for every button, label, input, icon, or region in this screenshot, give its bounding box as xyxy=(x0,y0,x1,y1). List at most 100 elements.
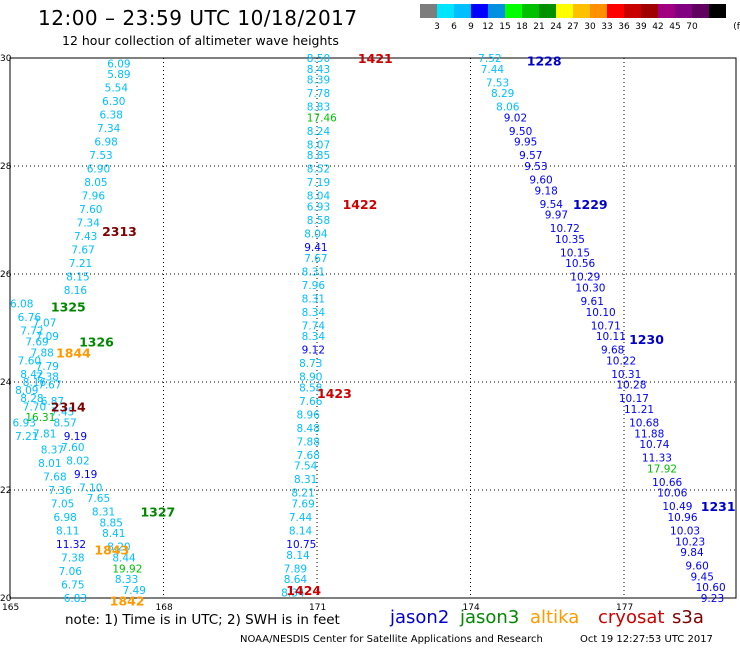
wave-height-value: 10.56 xyxy=(565,258,595,270)
wave-height-value: 10.35 xyxy=(555,234,585,246)
wave-height-value: 7.89 xyxy=(284,563,307,575)
wave-height-value: 8.50 xyxy=(307,53,330,65)
pass-time-label: 2314 xyxy=(51,399,86,414)
wave-height-value: 10.28 xyxy=(616,380,646,392)
wave-height-value: 8.48 xyxy=(297,423,320,435)
wave-height-value: 7.53 xyxy=(89,150,112,162)
wave-height-value: 10.75 xyxy=(286,539,316,551)
wave-height-value: 6.90 xyxy=(87,164,110,176)
page-title: 12:00 – 23:59 UTC 10/18/2017 xyxy=(38,6,358,30)
wave-height-value: 9.68 xyxy=(601,345,624,357)
legend-s3a: s3a xyxy=(672,607,704,628)
wave-height-value: 7.34 xyxy=(77,218,101,230)
wave-height-value: 8.20 xyxy=(107,542,130,554)
legend-swatch xyxy=(488,4,505,18)
legend-jason2: jason2 xyxy=(390,607,450,628)
pass-time-label: 2313 xyxy=(102,224,137,239)
wave-height-value: 8.39 xyxy=(307,75,330,87)
pass-time-label: 1422 xyxy=(343,197,378,212)
legend-label: 42 xyxy=(652,22,664,32)
pass-time-label: 1229 xyxy=(573,197,608,212)
legend-swatch xyxy=(556,4,573,18)
legend-label: 9 xyxy=(468,22,474,32)
wave-height-value: 7.69 xyxy=(291,499,314,511)
wave-height-value: 10.29 xyxy=(570,272,600,284)
wave-height-value: 8.73 xyxy=(299,358,322,370)
wave-height-value: 7.68 xyxy=(43,472,66,484)
legend-swatch xyxy=(573,4,590,18)
wave-height-value: 9.12 xyxy=(302,345,325,357)
wave-height-value: 7.38 xyxy=(36,372,59,384)
wave-height-value: 5.54 xyxy=(105,83,129,95)
wave-height-value: 9.61 xyxy=(581,296,604,308)
wave-height-value: 8.09 xyxy=(15,385,38,397)
wave-height-value: 7.09 xyxy=(36,331,59,343)
legend-swatch xyxy=(522,4,539,18)
wave-height-value: 7.67 xyxy=(71,245,94,257)
legend-label: 12 xyxy=(482,22,494,32)
wave-height-value: 10.31 xyxy=(611,369,641,381)
wave-height-value: 6.08 xyxy=(10,299,33,311)
wave-height-value: 16.31 xyxy=(25,412,55,424)
wave-height-value: 8.14 xyxy=(289,526,313,538)
wave-height-value: 7.79 xyxy=(36,361,59,373)
wave-height-value: 8.58 xyxy=(299,382,322,394)
legend-swatch xyxy=(624,4,641,18)
wave-height-value: 7.45 xyxy=(51,407,74,419)
legend-cryosat: cryosat xyxy=(598,607,665,628)
wave-height-value: 10.68 xyxy=(629,418,659,430)
wave-height-value: 9.95 xyxy=(514,137,537,149)
lat-tick-label: 26 xyxy=(0,270,12,280)
wave-height-value: 7.72 xyxy=(20,326,43,338)
lon-tick-label: 174 xyxy=(463,603,480,613)
wave-height-value: 8.33 xyxy=(115,574,138,586)
wave-height-value: 7.54 xyxy=(294,461,318,473)
pass-time-label: 1842 xyxy=(110,594,145,609)
wave-height-value: 6.83 xyxy=(64,593,87,605)
legend-label: 21 xyxy=(533,22,545,32)
wave-height-value: 9.53 xyxy=(524,161,547,173)
legend-altika: altika xyxy=(530,607,580,628)
wave-height-value: 9.02 xyxy=(504,112,527,124)
wave-height-value: 8.43 xyxy=(307,64,330,76)
wave-height-value: 7.34 xyxy=(97,123,121,135)
wave-height-value: 7.69 xyxy=(25,337,48,349)
wave-height-value: 19.92 xyxy=(112,563,142,575)
lat-tick-label: 20 xyxy=(0,594,12,604)
wave-height-value: 9.54 xyxy=(540,199,564,211)
wave-height-value: 7.66 xyxy=(299,396,323,408)
wave-height-value: 8.21 xyxy=(291,488,314,500)
wave-height-value: 8.04 xyxy=(307,191,331,203)
wave-height-value: 6.76 xyxy=(18,312,42,324)
wave-height-value: 6.93 xyxy=(307,202,330,214)
wave-height-value: 8.41 xyxy=(102,528,125,540)
wave-height-value: 17.46 xyxy=(307,112,337,124)
wave-height-value: 8.31 xyxy=(92,507,115,519)
legend-swatch xyxy=(420,4,437,18)
footer-note: note: 1) Time is in UTC; 2) SWH is in fe… xyxy=(65,612,340,628)
wave-height-value: 7.21 xyxy=(15,431,38,443)
wave-height-value: 8.01 xyxy=(38,458,61,470)
wave-height-value: 9.19 xyxy=(74,469,97,481)
wave-height-value: 10.06 xyxy=(657,488,687,500)
wave-height-value: 7.60 xyxy=(79,204,102,216)
wave-height-value: 9.41 xyxy=(304,242,327,254)
wave-height-value: 9.60 xyxy=(529,175,552,187)
wave-height-value: 7.78 xyxy=(307,88,330,100)
legend-label: 6 xyxy=(451,22,457,32)
legend-label: 18 xyxy=(516,22,528,32)
legend-swatch xyxy=(539,4,556,18)
legend-label: 45 xyxy=(669,22,681,32)
wave-height-value: 8.85 xyxy=(307,150,330,162)
wave-height-value: 9.60 xyxy=(685,561,708,573)
wave-height-value: 6.09 xyxy=(107,58,130,70)
wave-height-value: 7.06 xyxy=(59,566,83,578)
wave-height-value: 10.72 xyxy=(550,223,580,235)
wave-height-value: 11.32 xyxy=(56,539,86,551)
lat-tick-label: 28 xyxy=(0,162,12,172)
pass-time-label: 1424 xyxy=(286,583,321,598)
wave-height-value: 8.24 xyxy=(307,126,331,138)
legend-label: 36 xyxy=(618,22,630,32)
wave-height-value: 8.28 xyxy=(20,393,43,405)
